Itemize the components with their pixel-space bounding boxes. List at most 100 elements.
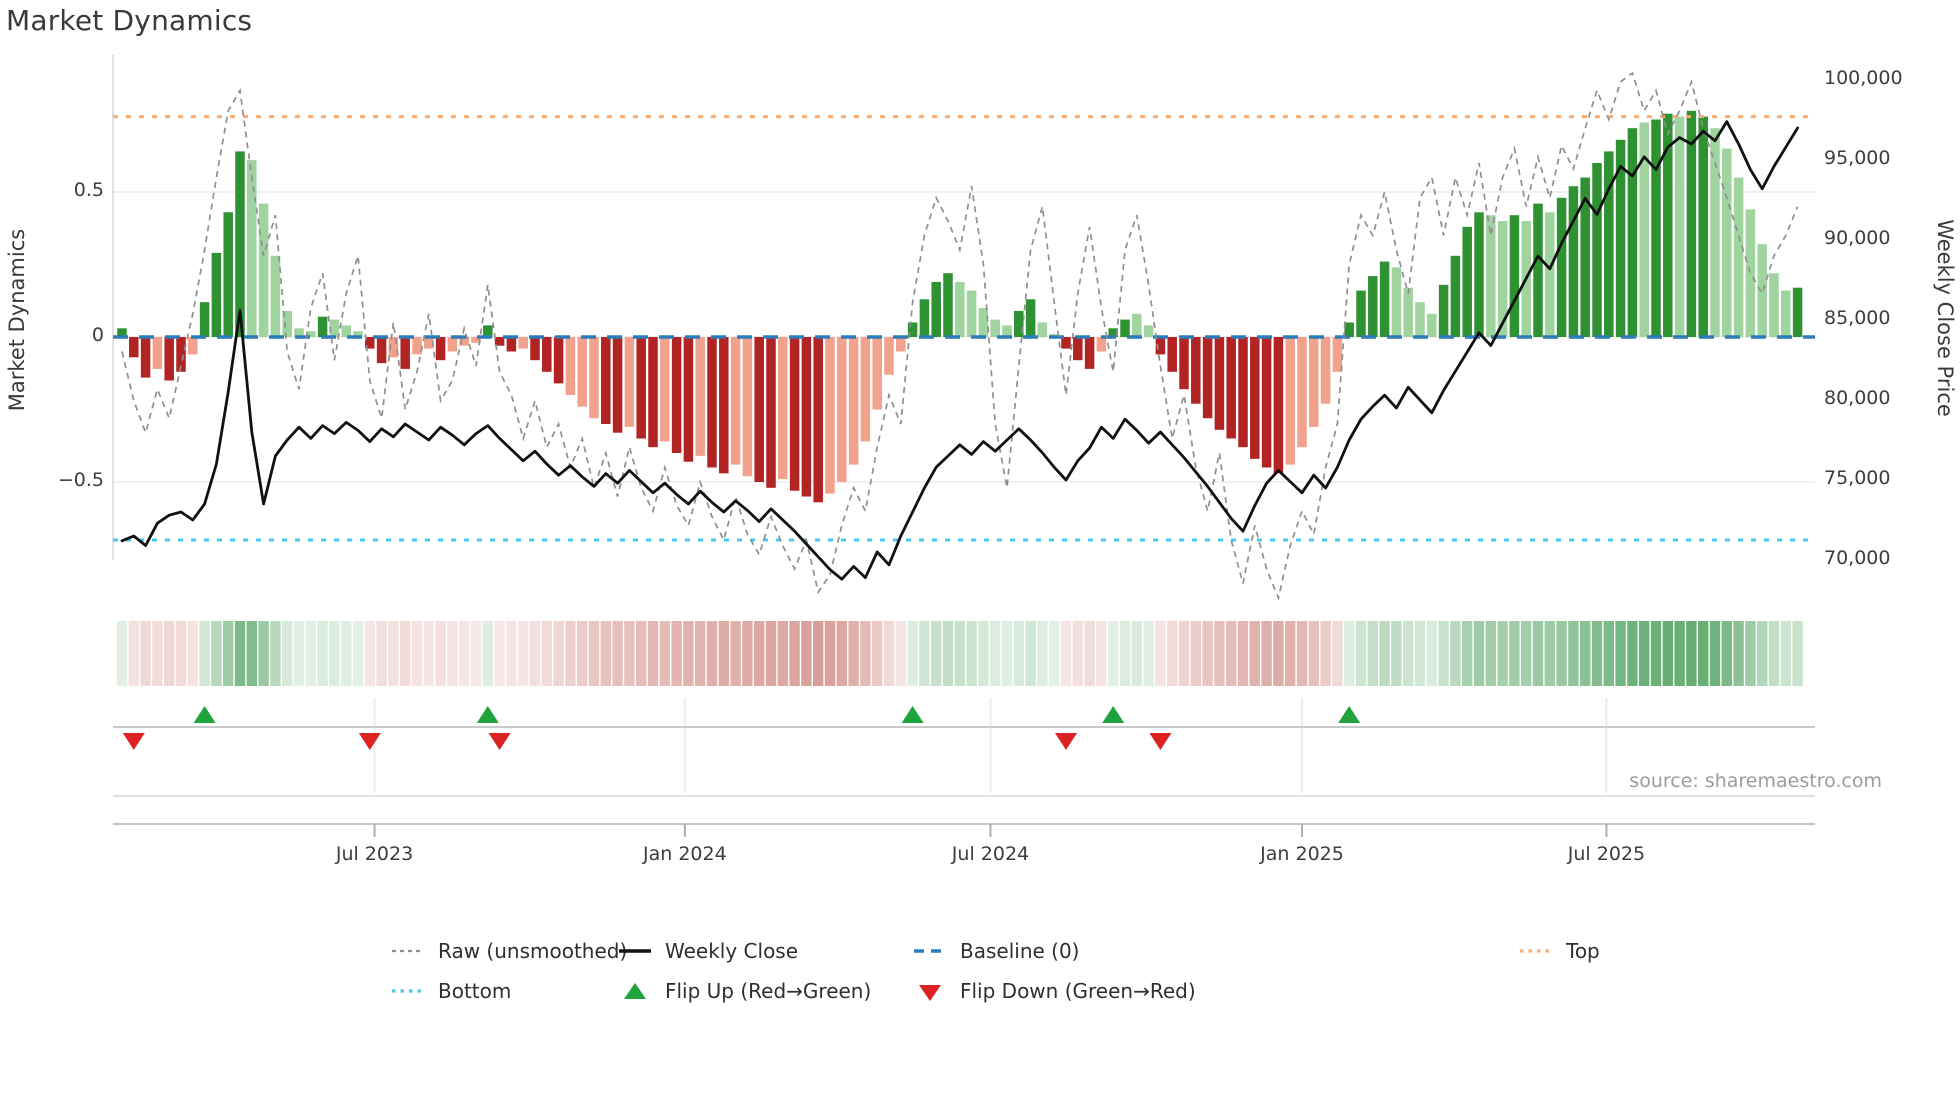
dynamics-bar [270, 255, 281, 337]
heatmap-cell [317, 621, 328, 686]
heatmap-cell [211, 621, 222, 686]
dynamics-bar [636, 337, 646, 439]
heatmap-cell [1768, 621, 1780, 686]
x-axis-tick-label: Jan 2024 [643, 843, 727, 865]
heatmap-cell [1485, 621, 1496, 686]
dynamics-bar [1474, 212, 1484, 337]
dynamics-bar [1556, 197, 1567, 337]
heatmap-cell [1226, 621, 1237, 686]
heatmap-cell [1615, 621, 1626, 686]
heatmap-cell [376, 621, 387, 686]
right-axis-tick-label: 70,000 [1824, 547, 1891, 569]
heatmap-cell [1344, 621, 1355, 686]
heatmap-cell [352, 621, 364, 686]
heatmap-cell [1060, 621, 1072, 686]
dynamics-bar [1663, 113, 1673, 337]
dynamics-bar [1037, 322, 1048, 337]
heatmap-cell [1167, 621, 1178, 686]
dynamics-bar [530, 337, 540, 361]
dynamics-bar [565, 337, 576, 395]
flip-down-marker [1149, 733, 1172, 750]
right-axis-tick-label: 75,000 [1824, 467, 1891, 489]
flip-up-marker [1338, 706, 1361, 723]
heatmap-cell [1414, 621, 1426, 686]
heatmap-cell [1273, 621, 1284, 686]
x-axis-tick-label: Jul 2024 [951, 843, 1030, 865]
heatmap-cell [223, 621, 234, 686]
heatmap-cell [1355, 621, 1367, 686]
heatmap-cell [435, 621, 446, 686]
heatmap-cell [423, 621, 434, 686]
heatmap-cell [329, 621, 340, 686]
dynamics-bar [778, 337, 788, 480]
x-axis-tick-label: Jan 2025 [1260, 843, 1344, 865]
heatmap-cell [1249, 621, 1260, 686]
heatmap-cell [411, 621, 423, 686]
heatmap-cell [1013, 621, 1024, 686]
heatmap-cell [152, 621, 163, 686]
dynamics-bar [801, 337, 812, 497]
dynamics-bar [542, 337, 552, 372]
dynamics-bar [589, 337, 599, 419]
heatmap-cell [1367, 621, 1378, 686]
heatmap-cell [388, 621, 399, 686]
heatmap-cell [199, 621, 210, 686]
heatmap-cell [978, 621, 989, 686]
heatmap-cell [175, 621, 187, 686]
dynamics-bar [306, 331, 316, 337]
heatmap-cell [1320, 621, 1331, 686]
dynamics-bar [848, 337, 859, 465]
flip-down-marker [1055, 733, 1077, 750]
source-credit: source: sharemaestro.com [1629, 770, 1882, 792]
heatmap-cell [588, 621, 600, 686]
dynamics-bar [1214, 337, 1225, 430]
dynamics-bar [1604, 151, 1614, 337]
heatmap-cell [1556, 621, 1567, 686]
dynamics-bar [1769, 273, 1779, 337]
dynamics-bar [129, 337, 139, 358]
flip-down-marker [488, 733, 511, 750]
dynamics-bar [907, 322, 918, 337]
heatmap-cell [1072, 621, 1083, 686]
heatmap-cell [1202, 621, 1213, 686]
dynamics-bar [1285, 337, 1295, 465]
dynamics-bar [294, 328, 304, 337]
dynamics-bar [1686, 110, 1697, 337]
heatmap-cell [1792, 621, 1803, 686]
dynamics-bar [719, 337, 729, 474]
flip-up-marker [901, 706, 924, 723]
dynamics-bar [860, 337, 871, 442]
raw-line [121, 71, 1799, 601]
dynamics-bar [1509, 215, 1520, 337]
dynamics-bar [223, 212, 233, 337]
heatmap-cell [1178, 621, 1190, 686]
heatmap-cell [1497, 621, 1508, 686]
dynamics-bar [424, 337, 434, 349]
heatmap-cell [1627, 621, 1638, 686]
heatmap-cell [1462, 621, 1473, 686]
heatmap-cell [1450, 621, 1461, 686]
dynamics-bar [660, 337, 670, 442]
dynamics-bar [459, 337, 469, 346]
dynamics-bar [754, 337, 764, 482]
heatmap-cell [1780, 621, 1791, 686]
heatmap-cell [116, 621, 128, 686]
dynamics-bar [412, 337, 422, 355]
dynamics-bar [1792, 287, 1803, 337]
heatmap-cell [848, 621, 859, 686]
dynamics-bar [1438, 284, 1449, 337]
dynamics-bar [671, 337, 682, 453]
heatmap-cell [836, 621, 847, 686]
dynamics-bar [1261, 337, 1272, 468]
weekly-close-line [120, 120, 1799, 581]
dynamics-bar [825, 337, 835, 494]
dynamics-bar [176, 337, 186, 372]
heatmap-cell [801, 621, 812, 686]
left-axis-title: Market Dynamics [5, 228, 29, 412]
dynamics-bar [483, 325, 493, 337]
heatmap-cell [1639, 621, 1650, 686]
dynamics-bar [1592, 163, 1602, 337]
heatmap-cell [1285, 621, 1296, 686]
dynamics-bar [1698, 116, 1708, 337]
